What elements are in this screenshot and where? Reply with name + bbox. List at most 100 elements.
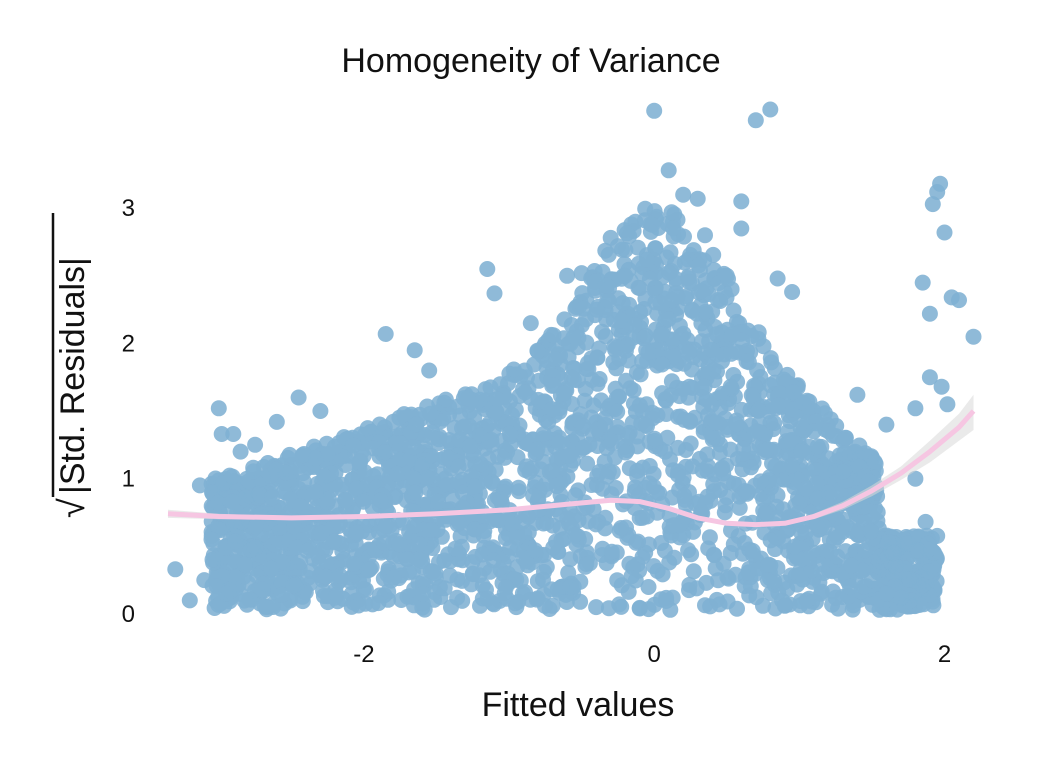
- scatter-cloud-point: [743, 387, 760, 404]
- scatter-cloud-point: [637, 479, 654, 496]
- scatter-cloud-point: [530, 372, 547, 389]
- scatter-cloud-point: [371, 416, 388, 433]
- scatter-cloud-point: [640, 579, 657, 595]
- scatter-cloud-point: [598, 277, 615, 294]
- scatter-point: [733, 220, 750, 237]
- scatter-cloud-point: [295, 465, 311, 482]
- scatter-point: [921, 305, 938, 322]
- scatter-cloud-point: [758, 442, 775, 459]
- scatter-cloud-point: [224, 468, 241, 485]
- scatter-point: [472, 597, 488, 614]
- scatter-cloud-point: [515, 549, 532, 566]
- scatter-cloud-point: [300, 569, 317, 586]
- scatter-cloud-point: [727, 343, 744, 360]
- scatter-cloud-point: [600, 600, 617, 617]
- scatter-cloud-point: [286, 519, 303, 535]
- scatter-cloud-point: [820, 423, 837, 440]
- scatter-cloud-point: [726, 475, 742, 492]
- scatter-cloud-point: [567, 526, 584, 543]
- scatter-cloud-point: [393, 592, 410, 608]
- scatter-cloud-point: [866, 453, 883, 470]
- scatter-cloud-point: [843, 557, 860, 574]
- scatter-cloud-point: [676, 254, 693, 271]
- scatter-cloud-point: [649, 563, 666, 579]
- scatter-cloud-point: [507, 401, 524, 418]
- scatter-cloud-point: [273, 574, 290, 591]
- scatter-cloud-point: [386, 489, 403, 506]
- scatter-cloud-point: [316, 468, 333, 485]
- scatter-point: [203, 531, 220, 548]
- scatter-cloud-point: [701, 529, 718, 546]
- scatter-cloud-point: [567, 487, 584, 504]
- scatter-cloud-point: [814, 400, 830, 417]
- scatter-cloud-point: [722, 441, 739, 458]
- scatter-cloud-point: [680, 542, 697, 559]
- scatter-cloud-point: [385, 569, 402, 586]
- scatter-cloud-point: [245, 463, 262, 480]
- smooth-line: [167, 409, 976, 528]
- scatter-point: [747, 112, 764, 129]
- scatter-point: [755, 597, 771, 614]
- scatter-point: [486, 285, 503, 302]
- scatter-cloud-point: [766, 415, 783, 431]
- scatter-point: [617, 267, 634, 284]
- scatter-cloud-point: [597, 520, 614, 537]
- scatter-cloud-point: [482, 563, 498, 580]
- scatter-cloud-point: [376, 444, 393, 461]
- scatter-cloud-point: [464, 554, 481, 571]
- scatter-cloud-point: [247, 518, 264, 535]
- scatter-point: [733, 193, 750, 210]
- scatter-point: [762, 101, 779, 118]
- scatter-cloud-point: [405, 563, 421, 580]
- scatter-point: [917, 513, 934, 530]
- scatter-cloud-point: [693, 283, 710, 300]
- scatter-cloud-point: [716, 504, 733, 521]
- scatter-cloud-point: [631, 397, 648, 414]
- scatter-cloud-point: [516, 384, 533, 401]
- scatter-cloud-point: [430, 493, 447, 510]
- scatter-cloud-point: [697, 303, 714, 320]
- scatter-point: [932, 175, 949, 192]
- scatter-cloud-point: [647, 240, 664, 257]
- x-tick-label: 2: [938, 641, 951, 668]
- scatter-cloud-point: [556, 385, 573, 402]
- scatter-point: [936, 224, 953, 241]
- scatter-point: [776, 597, 793, 614]
- scatter-cloud-point: [337, 492, 354, 509]
- scatter-cloud-point: [538, 475, 555, 492]
- scatter-cloud-point: [501, 425, 518, 442]
- scatter-cloud-point: [486, 492, 503, 509]
- scatter-cloud-point: [640, 344, 657, 361]
- scatter-cloud-point: [535, 426, 552, 442]
- scatter-point: [663, 204, 680, 221]
- scatter-cloud-point: [343, 585, 360, 602]
- scatter-cloud-point: [646, 596, 663, 613]
- scatter-cloud-point: [518, 458, 535, 475]
- scatter-cloud-point: [722, 378, 739, 395]
- scatter-cloud-point: [654, 385, 671, 402]
- scatter-cloud-point: [318, 554, 335, 570]
- scatter-point: [820, 450, 837, 467]
- scatter-cloud-point: [593, 392, 610, 409]
- scatter-cloud-point: [424, 540, 441, 556]
- scatter-cloud-point: [680, 344, 697, 361]
- scatter-cloud-point: [685, 563, 702, 580]
- scatter-cloud-point: [662, 601, 679, 618]
- scatter-point: [842, 578, 859, 595]
- scatter-cloud-point: [654, 356, 670, 373]
- scatter-cloud-point: [762, 532, 779, 549]
- scatter-cloud-point: [609, 403, 626, 420]
- scatter-cloud-point: [348, 524, 365, 541]
- scatter-cloud-point: [641, 270, 658, 287]
- scatter-cloud-point: [562, 579, 579, 596]
- scatter-cloud-point: [589, 349, 606, 366]
- scatter-cloud-point: [436, 580, 453, 597]
- x-axis-ticks: -2 0 2: [353, 641, 951, 668]
- scatter-cloud-point: [755, 491, 772, 508]
- scatter-cloud-point: [712, 399, 729, 416]
- scatter-cloud-point: [405, 439, 422, 456]
- scatter-point: [711, 596, 728, 613]
- scatter-cloud-point: [628, 364, 645, 381]
